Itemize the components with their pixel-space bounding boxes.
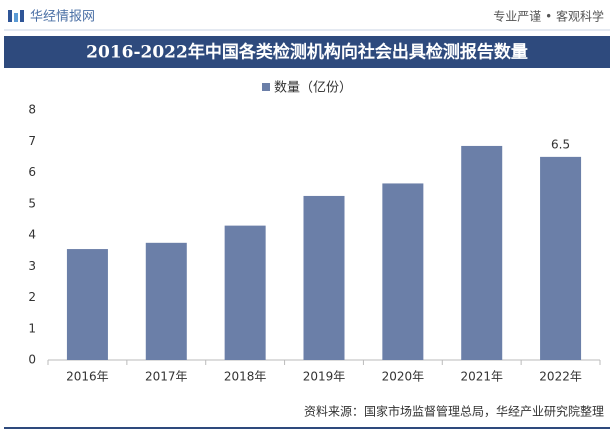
x-tick-label: 2016年 xyxy=(66,370,109,384)
x-tick-label: 2021年 xyxy=(460,370,503,384)
logo-bar xyxy=(20,10,24,22)
y-tick-label: 2 xyxy=(28,290,36,304)
bar xyxy=(303,195,345,360)
source: 资料来源：国家市场监督管理总局，华经产业研究院整理 xyxy=(304,404,604,419)
x-tick-label: 2018年 xyxy=(224,370,267,384)
y-tick-label: 3 xyxy=(28,259,36,273)
y-tick-label: 4 xyxy=(28,228,36,242)
y-tick-label: 7 xyxy=(28,134,36,148)
y-tick-label: 1 xyxy=(28,321,36,335)
bar xyxy=(145,242,187,360)
legend-swatch xyxy=(262,83,270,91)
y-tick-label: 8 xyxy=(28,103,36,117)
x-tick-label: 2019年 xyxy=(303,370,346,384)
bar xyxy=(461,145,503,360)
y-tick-label: 0 xyxy=(28,353,36,367)
x-tick-label: 2020年 xyxy=(382,370,425,384)
chart-title: 2016-2022年中国各类检测机构向社会出具检测报告数量 xyxy=(86,42,528,63)
bar xyxy=(224,225,266,360)
logo-bar xyxy=(8,10,12,22)
y-tick-label: 5 xyxy=(28,196,36,210)
bar xyxy=(540,156,582,360)
x-tick-label: 2017年 xyxy=(145,370,188,384)
bar xyxy=(66,249,108,360)
bar xyxy=(382,183,424,360)
value-label: 6.5 xyxy=(551,137,570,151)
x-tick-label: 2022年 xyxy=(539,370,582,384)
logo-bar xyxy=(14,13,18,22)
title-bar xyxy=(4,36,610,68)
legend-label: 数量（亿份） xyxy=(274,81,352,96)
y-tick-label: 6 xyxy=(28,165,36,179)
brand: 华经情报网 xyxy=(30,10,95,25)
slogan: 专业严谨 • 客观科学 xyxy=(493,9,604,24)
